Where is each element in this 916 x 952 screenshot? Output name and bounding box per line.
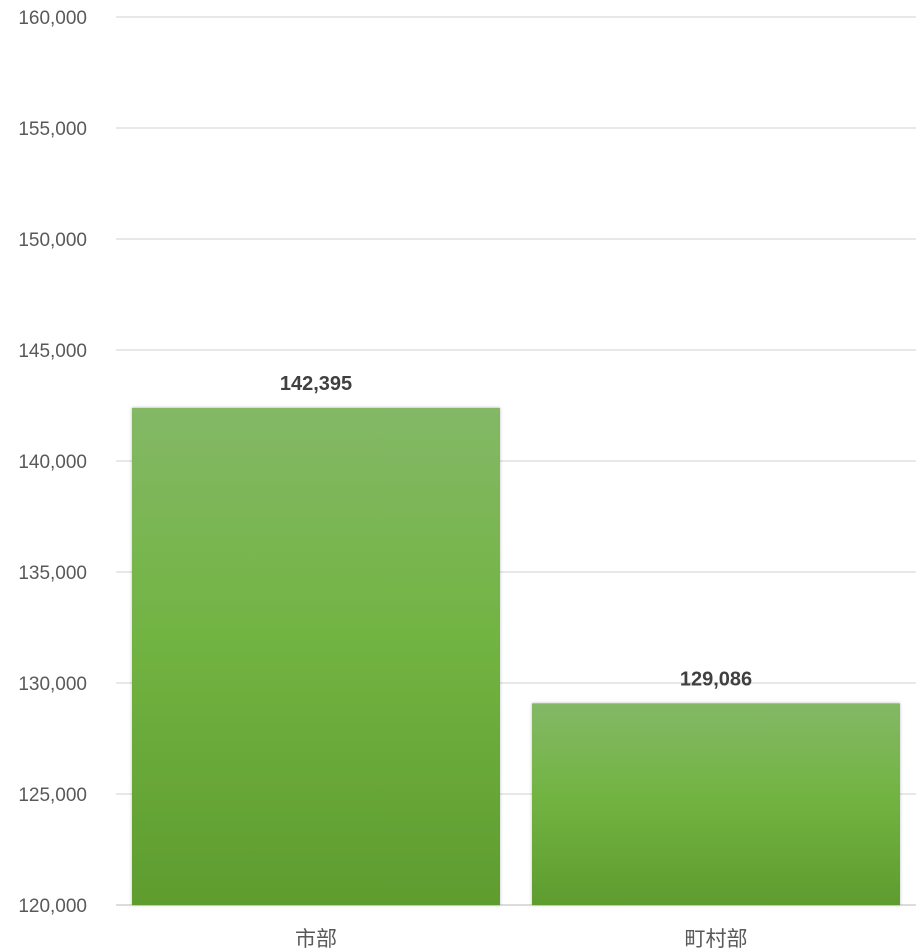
y-tick-label: 120,000	[18, 896, 87, 917]
x-category-label: 市部	[295, 927, 337, 951]
y-tick-label: 125,000	[18, 785, 87, 806]
data-label: 129,086	[680, 668, 752, 690]
bars	[132, 407, 900, 905]
x-axis-category-labels: 市部 町村部	[295, 927, 748, 951]
x-category-label: 町村部	[685, 927, 748, 951]
y-tick-label: 155,000	[18, 119, 87, 140]
y-tick-label: 160,000	[18, 8, 87, 29]
bar-1	[132, 407, 500, 905]
bar-2	[532, 703, 900, 905]
data-labels: 142,395 129,086	[280, 373, 752, 690]
y-tick-label: 145,000	[18, 341, 87, 362]
y-tick-label: 150,000	[18, 230, 87, 251]
y-tick-label: 135,000	[18, 563, 87, 584]
y-tick-label: 140,000	[18, 452, 87, 473]
y-axis-tick-labels: 120,000 125,000 130,000 135,000 140,000 145,0…	[18, 8, 87, 917]
y-tick-label: 130,000	[18, 674, 87, 695]
data-label: 142,395	[280, 373, 352, 395]
